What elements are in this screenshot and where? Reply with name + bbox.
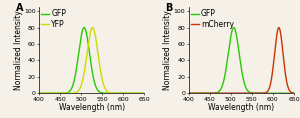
- X-axis label: Wavelength (nm): Wavelength (nm): [58, 103, 125, 112]
- Text: A: A: [16, 3, 23, 13]
- Legend: GFP, mCherry: GFP, mCherry: [190, 9, 235, 29]
- Y-axis label: Normalized Intensity: Normalized Intensity: [163, 10, 172, 90]
- Y-axis label: Normalized Intensity: Normalized Intensity: [14, 10, 22, 90]
- X-axis label: Wavelength (nm): Wavelength (nm): [208, 103, 274, 112]
- Legend: GFP, YFP: GFP, YFP: [40, 9, 67, 29]
- Text: B: B: [165, 3, 173, 13]
